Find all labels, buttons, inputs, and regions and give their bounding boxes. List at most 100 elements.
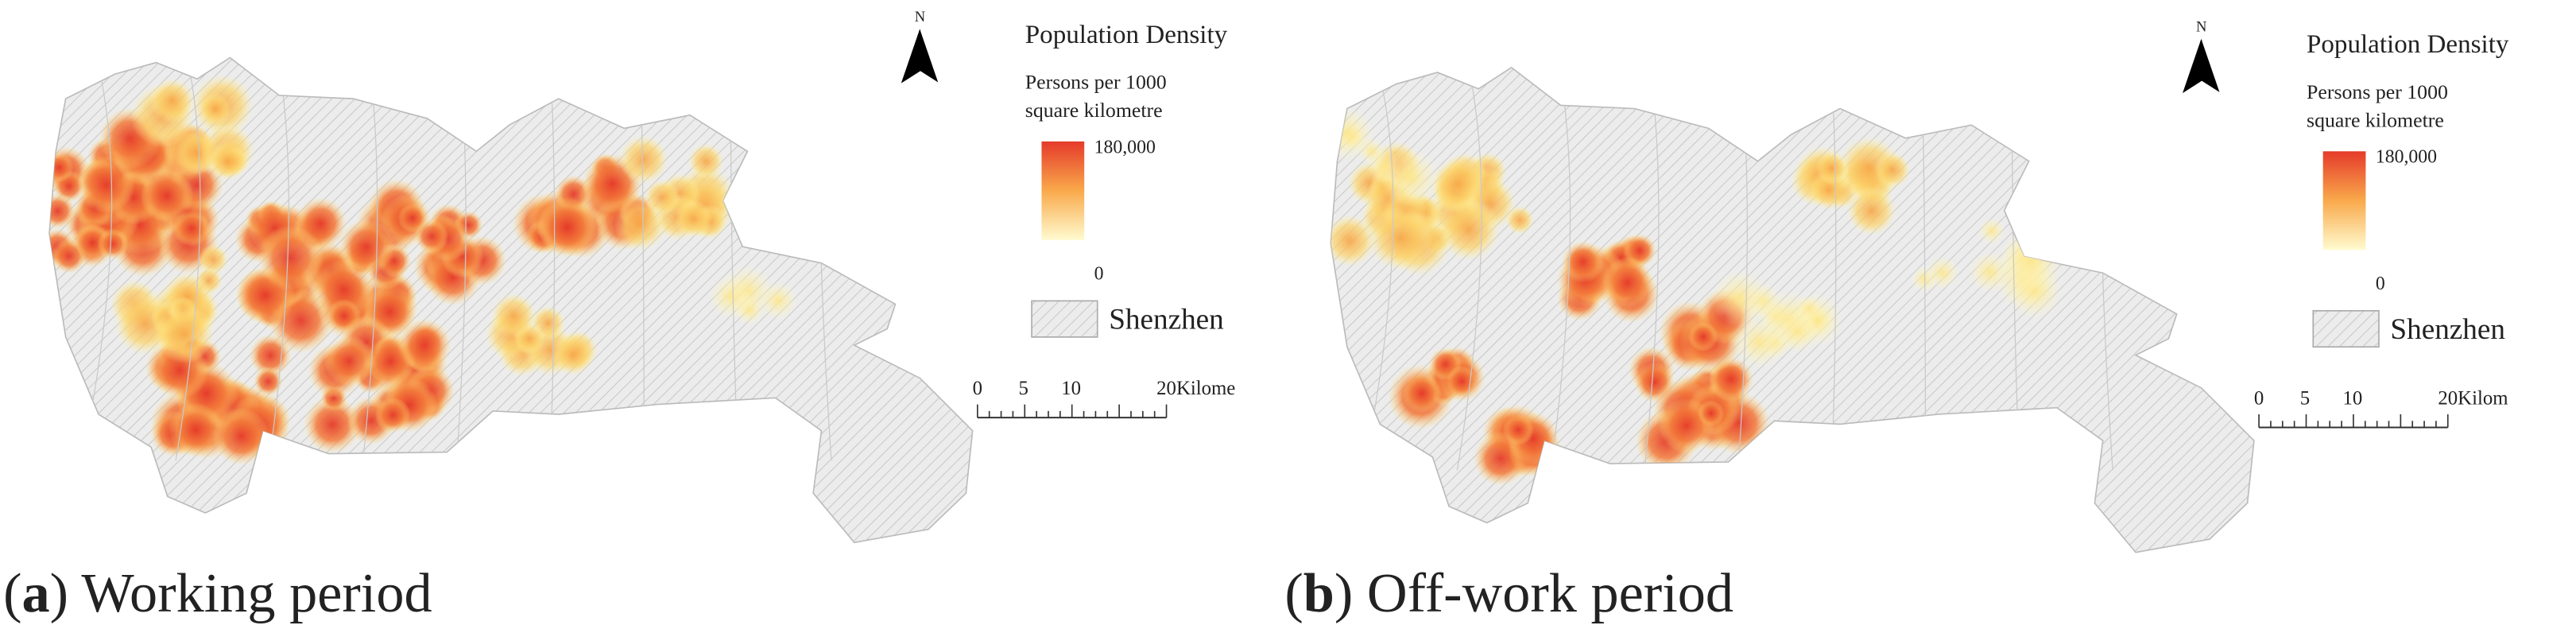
- scale-label: 20: [1156, 378, 1176, 399]
- north-arrow: [920, 29, 939, 83]
- caption: (b) Off-work period: [1284, 562, 1733, 624]
- density-blob: [258, 225, 323, 291]
- legend-title: Population Density: [2307, 30, 2509, 59]
- legend-max: 180,000: [1094, 137, 1156, 157]
- district-line: [1550, 76, 1571, 471]
- north-label: N: [915, 9, 925, 25]
- density-blob: [1732, 316, 1785, 369]
- density-blob: [552, 333, 595, 376]
- panel: N Population Density Persons per 1000 squar…: [48, 9, 1235, 544]
- density-blob: [1874, 152, 1911, 188]
- district-line: [1644, 76, 1660, 471]
- density-blob: [149, 78, 196, 123]
- density-blob: [618, 134, 668, 184]
- legend-subtitle: square kilometre: [1025, 99, 1163, 122]
- density-blob: [758, 281, 797, 320]
- legend-ramp: [2322, 151, 2366, 250]
- density-blob: [199, 93, 231, 125]
- density-blob: [1438, 199, 1500, 261]
- density-blob: [1431, 157, 1484, 211]
- density-blob: [49, 193, 76, 229]
- scale-unit: Kilom: [2458, 388, 2508, 410]
- density-layer: [1331, 76, 2113, 487]
- density-blob: [1815, 152, 1849, 184]
- caption-part: a: [22, 562, 50, 624]
- density-blob: [1402, 373, 1442, 414]
- density-blob: [491, 293, 537, 339]
- density-blob: [537, 196, 598, 258]
- legend-subtitle: square kilometre: [2307, 108, 2444, 131]
- scale-label: 0: [2254, 388, 2264, 410]
- density-blob: [1688, 321, 1718, 352]
- density-blob: [709, 274, 753, 319]
- density-blob: [168, 402, 223, 457]
- density-blob: [1776, 310, 1819, 353]
- density-blob: [1698, 400, 1725, 427]
- scale-unit: Kilome: [1176, 378, 1235, 399]
- density-blob: [323, 335, 375, 386]
- legend-min: 0: [1094, 263, 1104, 284]
- caption: (a) Working period: [3, 562, 432, 624]
- density-blob: [688, 143, 724, 180]
- legend-max: 180,000: [2376, 147, 2437, 168]
- density-blob: [49, 153, 74, 183]
- north-arrow: [2201, 39, 2220, 92]
- density-blob: [172, 209, 211, 247]
- density-blob: [253, 367, 283, 397]
- scale-label: 5: [1019, 378, 1028, 399]
- scale-label: 5: [2300, 388, 2310, 410]
- district-line: [1456, 76, 1482, 471]
- density-blob: [1978, 217, 2006, 245]
- density-blob: [1561, 240, 1605, 283]
- caption-part: ) Working period: [50, 562, 432, 624]
- scale-label: 20: [2438, 388, 2458, 410]
- district-line: [362, 65, 378, 460]
- density-blob: [1925, 255, 1960, 290]
- density-blob: [312, 258, 375, 320]
- density-blob: [1331, 107, 1375, 161]
- density-blob: [674, 200, 713, 239]
- density-blob: [303, 395, 362, 454]
- density-blob: [212, 407, 270, 465]
- district-line: [81, 65, 113, 460]
- density-blob: [1602, 256, 1654, 309]
- density-blob: [414, 219, 449, 254]
- density-blob: [140, 169, 194, 223]
- district-line: [549, 65, 556, 460]
- density-blob: [1331, 214, 1376, 267]
- density-blob: [397, 318, 451, 372]
- density-blob: [1381, 149, 1440, 208]
- density-blob: [1446, 365, 1478, 398]
- caption-part: (: [3, 562, 21, 624]
- density-blob: [1846, 186, 1896, 235]
- scale-label: 10: [1061, 378, 1081, 399]
- density-blob: [1367, 205, 1433, 270]
- density-blob: [644, 179, 680, 216]
- panel: N Population Density Persons per 1000 squar…: [1330, 18, 2509, 553]
- density-blob: [1502, 414, 1534, 446]
- legend-area-swatch: [1031, 300, 1098, 338]
- legend-min: 0: [2376, 274, 2385, 294]
- caption-part: b: [1303, 562, 1334, 624]
- legend-subtitle: Persons per 1000: [2307, 80, 2448, 103]
- density-blob: [197, 244, 229, 275]
- density-blob: [249, 334, 292, 377]
- density-blob: [374, 397, 411, 433]
- district-line: [269, 65, 289, 460]
- density-blob: [208, 142, 246, 181]
- north-label: N: [2196, 18, 2206, 35]
- density-blob: [97, 228, 129, 260]
- caption-part: (: [1284, 562, 1303, 624]
- district-line: [175, 65, 201, 460]
- legend-subtitle: Persons per 1000: [1025, 71, 1167, 94]
- legend-area: Shenzhen: [1109, 304, 1224, 336]
- north-arrow: [901, 29, 921, 83]
- district-line: [1362, 76, 1394, 471]
- legend-title: Population Density: [1025, 21, 1228, 49]
- density-blob: [2001, 230, 2063, 293]
- legend-area: Shenzhen: [2390, 313, 2505, 346]
- density-blob: [1710, 270, 1768, 328]
- density-layer: [49, 65, 832, 465]
- scale-label: 10: [2342, 388, 2362, 410]
